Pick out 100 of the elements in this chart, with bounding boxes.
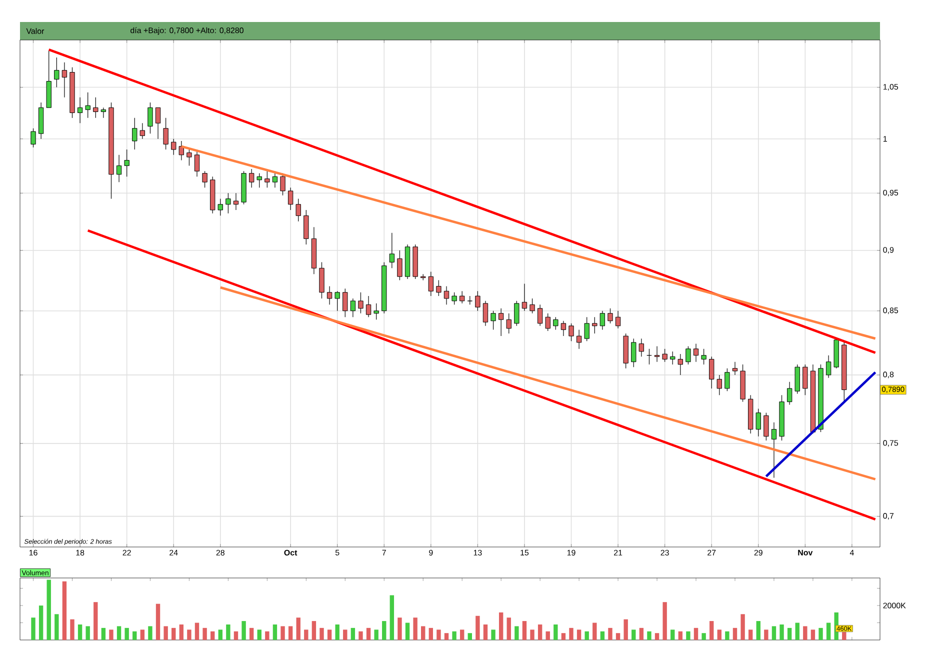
bar: [826, 622, 831, 640]
candlestick: [264, 170, 270, 188]
bar: [569, 628, 574, 640]
bar: [818, 628, 823, 640]
bar: [210, 631, 215, 640]
candlestick: [756, 408, 761, 437]
candlestick: [460, 290, 465, 304]
bar: [436, 630, 441, 640]
bar: [70, 619, 74, 640]
bar: [842, 632, 846, 640]
bar: [452, 631, 456, 640]
bar: [554, 624, 558, 640]
bar: [343, 630, 348, 640]
candlestick: [678, 354, 683, 376]
candlestick: [615, 310, 621, 329]
bar: [710, 621, 714, 640]
bar: [374, 630, 378, 640]
candlestick: [709, 356, 714, 389]
candlestick: [155, 107, 161, 140]
candlestick: [171, 138, 176, 156]
candlestick: [100, 107, 106, 118]
bar: [756, 621, 760, 640]
bar: [624, 619, 628, 640]
candlestick: [342, 288, 348, 318]
bar: [764, 630, 768, 640]
bar: [468, 633, 472, 640]
candlestick: [693, 343, 699, 362]
candlestick: [85, 92, 90, 118]
bar: [444, 633, 449, 640]
bar: [101, 628, 106, 640]
candlestick: [475, 290, 480, 312]
candlestick: [140, 122, 146, 140]
bar: [702, 633, 706, 640]
candlestick: [272, 170, 278, 188]
bar: [38, 606, 44, 640]
candlestick: [560, 320, 566, 336]
bar: [156, 604, 160, 640]
bar: [350, 628, 356, 640]
candlestick: [514, 300, 520, 326]
candlestick: [248, 168, 254, 188]
candlestick: [304, 210, 309, 245]
candlestick: [194, 149, 200, 177]
bar: [725, 631, 730, 640]
candlestick: [218, 198, 223, 216]
bar: [654, 633, 660, 640]
bar: [234, 631, 238, 640]
bar: [780, 624, 784, 640]
candlestick: [62, 62, 68, 98]
candlestick: [553, 316, 558, 330]
bar: [732, 628, 738, 640]
candlestick: [116, 154, 122, 182]
bar: [194, 622, 200, 640]
candlestick: [93, 97, 98, 118]
bar: [639, 628, 644, 640]
bar: [647, 631, 652, 640]
bar: [608, 628, 612, 640]
candlestick: [701, 348, 706, 365]
bar: [632, 630, 636, 640]
bar: [498, 612, 504, 640]
candlestick: [256, 173, 262, 188]
candlestick: [186, 149, 192, 166]
candlestick: [764, 412, 769, 441]
bar: [280, 626, 285, 640]
bar: [366, 628, 371, 640]
candlestick: [358, 292, 364, 314]
candlestick: [638, 338, 644, 357]
bar: [187, 630, 192, 640]
bar: [600, 631, 605, 640]
bar: [678, 631, 683, 640]
candlestick: [334, 290, 340, 312]
bar: [584, 631, 589, 640]
bar: [320, 628, 324, 640]
bar: [460, 630, 464, 640]
candlestick: [802, 364, 808, 396]
bar: [257, 630, 262, 640]
bar: [538, 624, 542, 640]
candlestick: [280, 173, 286, 196]
candlestick: [631, 338, 636, 368]
bar: [312, 621, 316, 640]
bar: [296, 618, 300, 640]
bar: [787, 628, 792, 640]
candlestick: [452, 292, 457, 305]
candlestick: [686, 346, 691, 365]
candlestick: [786, 382, 792, 406]
bar: [428, 628, 434, 640]
bar: [491, 630, 496, 640]
candlestick: [444, 286, 450, 305]
bar: [694, 628, 698, 640]
bar: [116, 626, 122, 640]
bar: [506, 618, 511, 640]
bar: [218, 630, 222, 640]
candlestick: [716, 374, 722, 396]
candlestick: [288, 187, 294, 210]
bar: [86, 626, 90, 640]
bar: [265, 631, 270, 640]
candlestick: [662, 348, 668, 362]
candlestick: [537, 304, 543, 326]
bar: [740, 614, 745, 640]
bar: [62, 581, 67, 640]
candlestick: [30, 128, 36, 148]
